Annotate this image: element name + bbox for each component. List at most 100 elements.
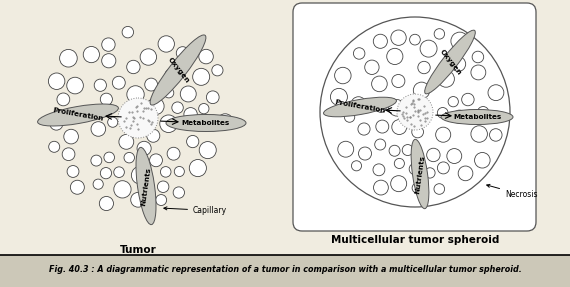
- Circle shape: [437, 108, 448, 118]
- Text: Capillary: Capillary: [164, 206, 227, 215]
- Circle shape: [193, 68, 210, 85]
- Circle shape: [420, 40, 437, 57]
- Circle shape: [320, 17, 510, 207]
- Ellipse shape: [324, 97, 397, 117]
- Circle shape: [386, 48, 403, 65]
- Circle shape: [101, 38, 115, 51]
- Circle shape: [373, 180, 388, 195]
- Circle shape: [186, 135, 199, 148]
- Circle shape: [146, 129, 160, 142]
- Text: Oxygen: Oxygen: [166, 56, 190, 84]
- Circle shape: [427, 148, 440, 162]
- Circle shape: [410, 34, 420, 45]
- Circle shape: [376, 102, 386, 113]
- Circle shape: [112, 76, 125, 89]
- Circle shape: [344, 112, 355, 122]
- Text: Nutrients: Nutrients: [414, 154, 426, 194]
- Text: Metabolites: Metabolites: [453, 114, 501, 120]
- Circle shape: [418, 61, 430, 74]
- Circle shape: [338, 141, 354, 157]
- Circle shape: [331, 88, 348, 105]
- Circle shape: [472, 51, 484, 63]
- Circle shape: [374, 139, 386, 150]
- Circle shape: [100, 93, 112, 105]
- Circle shape: [389, 100, 405, 116]
- Text: Multicellular tumor spheroid: Multicellular tumor spheroid: [331, 235, 499, 245]
- Circle shape: [160, 115, 177, 133]
- Ellipse shape: [38, 104, 119, 126]
- Text: Metabolites: Metabolites: [182, 120, 230, 126]
- Circle shape: [402, 145, 413, 156]
- Circle shape: [475, 152, 490, 168]
- Circle shape: [199, 104, 209, 114]
- Circle shape: [147, 98, 164, 115]
- Circle shape: [462, 93, 474, 106]
- Circle shape: [118, 98, 158, 138]
- Circle shape: [478, 106, 489, 118]
- Circle shape: [156, 195, 166, 205]
- Circle shape: [448, 96, 458, 107]
- Circle shape: [389, 145, 400, 156]
- Ellipse shape: [425, 30, 475, 94]
- Circle shape: [114, 181, 131, 198]
- FancyBboxPatch shape: [293, 3, 536, 231]
- Circle shape: [67, 166, 79, 177]
- Circle shape: [488, 85, 504, 100]
- Ellipse shape: [166, 115, 246, 131]
- Circle shape: [48, 141, 60, 152]
- Circle shape: [83, 46, 99, 63]
- Circle shape: [173, 187, 185, 198]
- Text: Oxygen: Oxygen: [438, 48, 462, 76]
- Circle shape: [412, 126, 424, 138]
- Circle shape: [451, 57, 466, 71]
- Circle shape: [447, 149, 462, 164]
- Circle shape: [471, 65, 486, 80]
- Circle shape: [335, 67, 351, 84]
- Circle shape: [365, 60, 379, 74]
- Text: Proliferation: Proliferation: [52, 108, 104, 123]
- Circle shape: [394, 158, 404, 168]
- Circle shape: [157, 181, 169, 193]
- Circle shape: [413, 82, 430, 99]
- Circle shape: [217, 114, 233, 129]
- Circle shape: [64, 129, 79, 144]
- Circle shape: [435, 127, 451, 142]
- Circle shape: [99, 196, 113, 211]
- Circle shape: [434, 29, 445, 39]
- Circle shape: [91, 122, 105, 136]
- Circle shape: [359, 147, 372, 160]
- Circle shape: [167, 147, 180, 160]
- Circle shape: [50, 117, 63, 130]
- Circle shape: [174, 166, 184, 177]
- Circle shape: [176, 47, 189, 59]
- Circle shape: [392, 120, 407, 135]
- Circle shape: [158, 36, 174, 52]
- Text: Tumor: Tumor: [120, 245, 156, 255]
- Circle shape: [189, 160, 206, 177]
- Circle shape: [127, 86, 144, 103]
- Circle shape: [48, 73, 65, 90]
- Circle shape: [131, 166, 149, 184]
- Circle shape: [358, 123, 370, 135]
- Circle shape: [391, 30, 406, 45]
- Ellipse shape: [441, 110, 513, 125]
- Text: Necrosis: Necrosis: [487, 184, 538, 199]
- Ellipse shape: [411, 139, 429, 209]
- Circle shape: [70, 180, 84, 194]
- Circle shape: [160, 167, 171, 177]
- Circle shape: [425, 168, 435, 178]
- Circle shape: [471, 126, 487, 142]
- Circle shape: [100, 168, 112, 179]
- Circle shape: [180, 86, 196, 102]
- Circle shape: [94, 79, 107, 91]
- Circle shape: [353, 48, 365, 59]
- Circle shape: [437, 162, 449, 174]
- Text: Fig. 40.3 : A diagrammatic representation of a tumor in comparison with a multic: Fig. 40.3 : A diagrammatic representatio…: [48, 265, 522, 274]
- Circle shape: [127, 60, 140, 74]
- Circle shape: [57, 93, 70, 106]
- Circle shape: [114, 167, 124, 177]
- Circle shape: [145, 78, 157, 91]
- Circle shape: [453, 110, 466, 123]
- Circle shape: [397, 94, 433, 130]
- Ellipse shape: [150, 35, 206, 105]
